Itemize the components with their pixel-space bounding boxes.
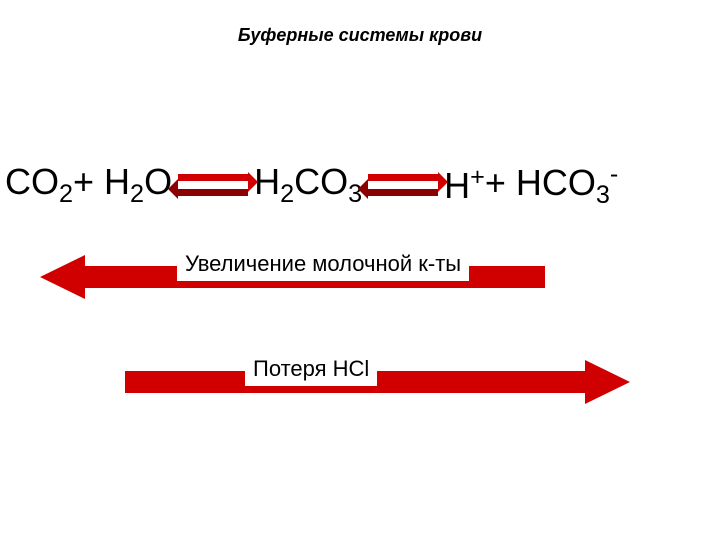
arrow-left-head [40, 255, 85, 299]
equation-row: CO2 + H2O H2CO3 H+ + HCO3- [5, 160, 618, 210]
arrow-right-head [585, 360, 630, 404]
diagram-title: Буферные системы крови [0, 25, 720, 46]
equilibrium-arrow-1 [178, 174, 248, 196]
label-lactic-acid: Увеличение молочной к-ты [177, 247, 469, 281]
formula-h2co3: H2CO3 [254, 161, 362, 209]
formula-co2: CO2 [5, 161, 73, 209]
title-text: Буферные системы крови [238, 25, 482, 45]
equilibrium-arrow-2 [368, 174, 438, 196]
arrow-right-hcl [125, 360, 630, 404]
label-hcl-loss: Потеря HCl [245, 352, 377, 386]
formula-plus-h2o: + H2O [73, 161, 172, 209]
formula-h-plus: H+ [444, 163, 485, 207]
formula-hco3: + HCO3- [485, 160, 618, 210]
